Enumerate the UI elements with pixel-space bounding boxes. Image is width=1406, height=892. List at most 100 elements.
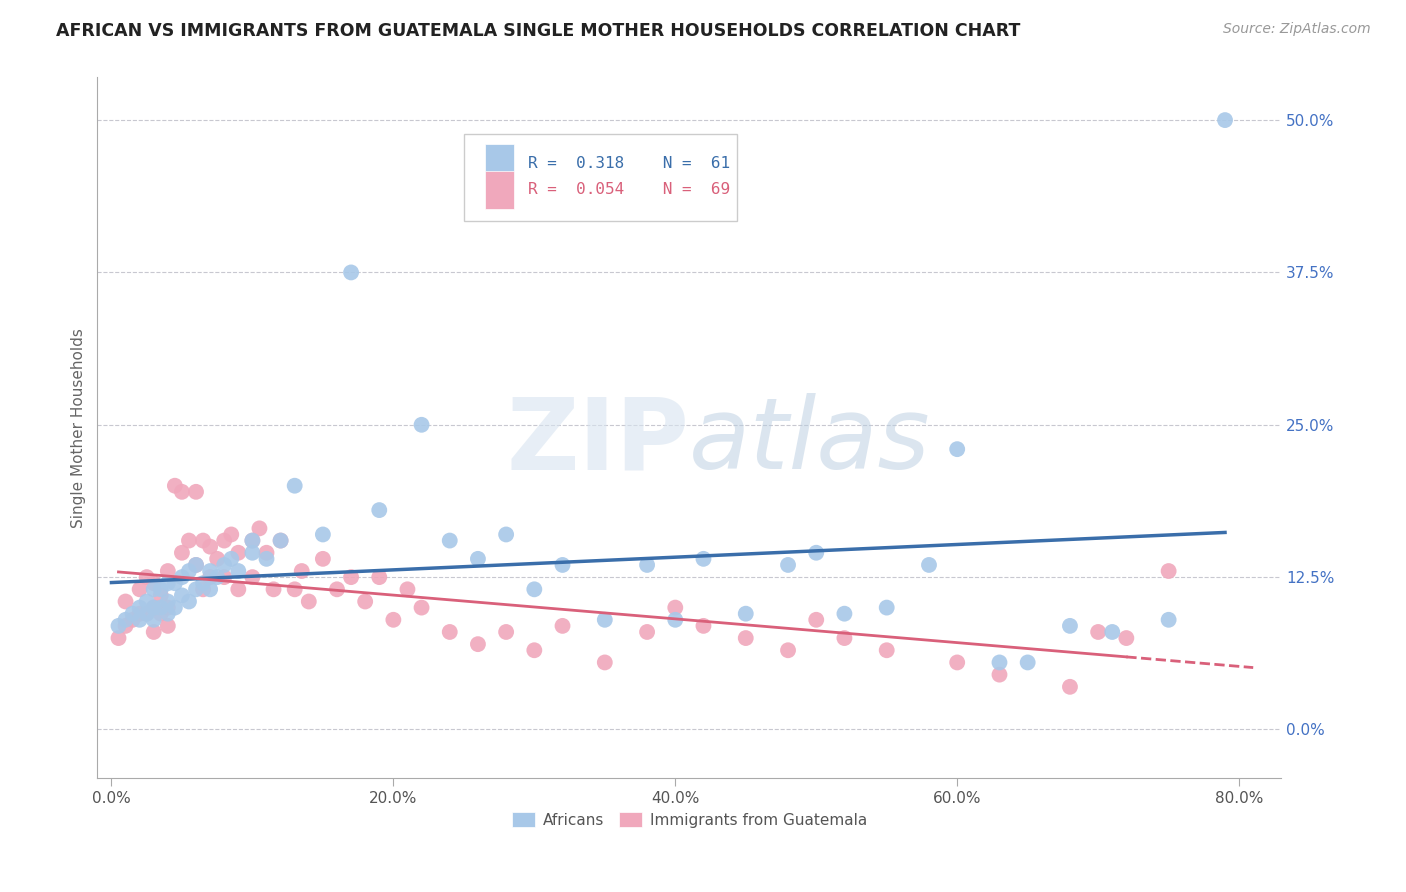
Point xyxy=(256,546,278,560)
Point xyxy=(149,582,172,597)
Point xyxy=(523,582,546,597)
Point xyxy=(191,576,214,591)
Point xyxy=(142,613,165,627)
Point xyxy=(212,533,235,548)
Point xyxy=(368,570,391,584)
Text: R =  0.318    N =  61: R = 0.318 N = 61 xyxy=(529,156,731,170)
Point xyxy=(340,265,363,279)
Point xyxy=(114,594,136,608)
Point xyxy=(249,521,271,535)
Point xyxy=(988,656,1011,670)
Point xyxy=(149,589,172,603)
Point xyxy=(191,533,214,548)
Point xyxy=(918,558,941,572)
Point xyxy=(198,564,221,578)
Point xyxy=(184,582,207,597)
Point xyxy=(312,527,335,541)
Point xyxy=(226,546,249,560)
Point xyxy=(284,479,307,493)
Point xyxy=(291,564,314,578)
Point xyxy=(270,533,292,548)
Point xyxy=(177,533,200,548)
Point xyxy=(298,594,321,608)
Point xyxy=(149,600,172,615)
Point xyxy=(184,558,207,572)
Point xyxy=(806,546,828,560)
Point xyxy=(107,619,129,633)
Point xyxy=(142,600,165,615)
Point xyxy=(551,619,574,633)
Point xyxy=(354,594,377,608)
Point xyxy=(411,600,433,615)
Point xyxy=(593,656,616,670)
Point xyxy=(1059,619,1081,633)
Text: R =  0.054    N =  69: R = 0.054 N = 69 xyxy=(529,183,731,197)
Point xyxy=(284,582,307,597)
Y-axis label: Single Mother Households: Single Mother Households xyxy=(72,328,86,528)
Point xyxy=(163,479,186,493)
Point xyxy=(1157,613,1180,627)
Point xyxy=(156,594,179,608)
Point xyxy=(156,600,179,615)
Point xyxy=(191,582,214,597)
Point xyxy=(170,484,193,499)
Text: atlas: atlas xyxy=(689,393,931,491)
Point xyxy=(776,558,799,572)
Point xyxy=(163,576,186,591)
Point xyxy=(177,594,200,608)
Point xyxy=(806,613,828,627)
Point xyxy=(177,564,200,578)
Point xyxy=(135,607,157,621)
Point xyxy=(1213,113,1236,128)
Point xyxy=(256,552,278,566)
Point xyxy=(128,582,150,597)
Point xyxy=(205,552,228,566)
Point xyxy=(776,643,799,657)
FancyBboxPatch shape xyxy=(464,134,737,221)
Text: ZIP: ZIP xyxy=(506,393,689,491)
Point xyxy=(170,570,193,584)
Point xyxy=(1101,624,1123,639)
Point xyxy=(523,643,546,657)
Point xyxy=(107,631,129,645)
Point xyxy=(946,442,969,457)
Point xyxy=(692,619,714,633)
Point xyxy=(184,558,207,572)
Point xyxy=(467,552,489,566)
Point xyxy=(467,637,489,651)
FancyBboxPatch shape xyxy=(485,170,515,210)
Point xyxy=(368,503,391,517)
Point xyxy=(198,540,221,554)
Point xyxy=(439,533,461,548)
Point xyxy=(212,558,235,572)
Point xyxy=(142,600,165,615)
Point xyxy=(242,546,264,560)
Point xyxy=(326,582,349,597)
Point xyxy=(1157,564,1180,578)
Point xyxy=(664,613,686,627)
Point xyxy=(219,527,242,541)
Point xyxy=(156,564,179,578)
Point xyxy=(135,570,157,584)
Point xyxy=(135,607,157,621)
Point xyxy=(142,576,165,591)
Point xyxy=(242,533,264,548)
Point xyxy=(396,582,419,597)
Point xyxy=(226,564,249,578)
Point xyxy=(170,546,193,560)
Point xyxy=(121,607,143,621)
Point xyxy=(128,613,150,627)
Text: AFRICAN VS IMMIGRANTS FROM GUATEMALA SINGLE MOTHER HOUSEHOLDS CORRELATION CHART: AFRICAN VS IMMIGRANTS FROM GUATEMALA SIN… xyxy=(56,22,1021,40)
Point xyxy=(114,613,136,627)
Point xyxy=(382,613,405,627)
Point xyxy=(205,570,228,584)
Point xyxy=(263,582,285,597)
Legend: Africans, Immigrants from Guatemala: Africans, Immigrants from Guatemala xyxy=(506,805,873,834)
Point xyxy=(551,558,574,572)
Point xyxy=(156,607,179,621)
Point xyxy=(1059,680,1081,694)
Point xyxy=(156,619,179,633)
Point xyxy=(184,484,207,499)
Point xyxy=(312,552,335,566)
Point xyxy=(988,667,1011,681)
